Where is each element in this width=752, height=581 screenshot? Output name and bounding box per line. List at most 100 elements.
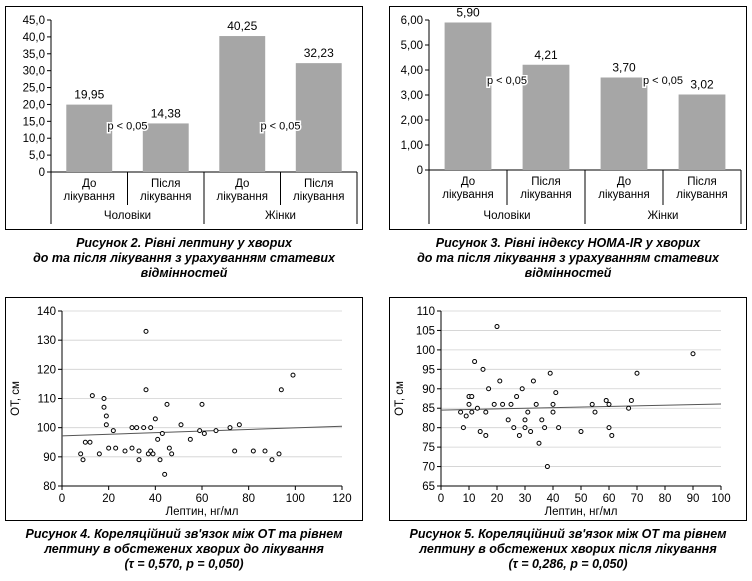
- y-tick-label: 35,0: [23, 49, 45, 61]
- data-point: [603, 397, 609, 403]
- y-tick-label: 3,00: [401, 90, 423, 102]
- group-label: Чоловіки: [104, 210, 151, 222]
- data-point: [626, 405, 632, 411]
- y-tick-label: 105: [416, 325, 435, 337]
- data-point: [276, 451, 282, 457]
- leptin-bar-chart: 0 5,0 10,0 15,0 20,0 25,0 30,0 35,0 40,0 45,0 19,9…: [5, 6, 363, 230]
- figure-4-caption: Рисунок 4. Кореляційний зв'язок між ОТ т…: [5, 527, 363, 572]
- y-tick-label: 45,0: [23, 15, 45, 27]
- group-label: Жінки: [265, 210, 296, 222]
- data-point: [129, 425, 135, 431]
- category-label: До: [461, 176, 475, 188]
- data-point: [494, 324, 500, 330]
- data-point: [472, 359, 478, 365]
- scatter-after-treatment: 65 70 75 80 85 90 95 100 105 110 0 10 20 30 40 50 60 70 80…: [389, 297, 747, 521]
- data-point: [113, 445, 119, 451]
- data-point: [474, 405, 480, 411]
- category-label: лікування: [598, 189, 649, 201]
- data-point: [89, 393, 95, 399]
- p-value-annotation: p < 0,05: [643, 75, 683, 87]
- data-point: [269, 457, 275, 463]
- data-point: [166, 445, 172, 451]
- data-point: [500, 401, 506, 407]
- data-point: [157, 457, 163, 463]
- scatter-before-treatment: 80 90 100 110 120 130 140 0 20 40 60 80 100 120 Лептин…: [5, 297, 363, 521]
- y-tick-label: 90: [43, 452, 56, 464]
- data-point: [477, 429, 483, 435]
- data-point: [197, 428, 203, 434]
- bar-value-label: 32,23: [304, 46, 334, 60]
- y-tick-label: 80: [422, 423, 435, 435]
- p-value-annotation: p < 0,05: [260, 120, 300, 132]
- x-tick-label: 20: [102, 493, 115, 505]
- bar: [600, 77, 648, 170]
- data-point: [480, 366, 486, 372]
- bar: [522, 64, 570, 170]
- p-value-annotation: p < 0,05: [487, 75, 527, 87]
- data-point: [201, 431, 207, 436]
- bar-value-label: 40,25: [227, 19, 257, 33]
- caption-line: Рисунок 5. Кореляційний зв'язок між ОТ т…: [409, 527, 727, 541]
- y-tick-label: 10,0: [23, 133, 45, 145]
- y-tick-label: 140: [37, 306, 56, 318]
- x-tick-label: 20: [491, 493, 504, 505]
- data-point: [199, 401, 205, 407]
- category-label: До: [617, 176, 631, 188]
- data-point: [511, 425, 517, 431]
- y-tick-label: 30,0: [23, 66, 45, 78]
- data-point: [458, 409, 464, 415]
- y-tick-label: 1,00: [401, 140, 423, 152]
- y-tick-label: 15,0: [23, 116, 45, 128]
- data-point: [150, 451, 156, 457]
- data-point: [101, 396, 107, 401]
- data-point: [528, 429, 534, 435]
- caption-line: відмінностей: [140, 266, 228, 280]
- caption-line: лептину в обстежених хворих до лікування: [44, 542, 324, 556]
- bar-value-label: 14,38: [151, 106, 181, 120]
- caption-line: відмінностей: [524, 266, 612, 280]
- data-point: [463, 413, 469, 419]
- x-axis-label: Лептин, нг/мл: [166, 506, 239, 518]
- chart-frame: [389, 297, 747, 521]
- bar: [678, 94, 726, 170]
- data-point: [159, 431, 165, 436]
- data-point: [148, 425, 154, 431]
- y-tick-label: 85: [422, 403, 435, 415]
- data-point: [141, 425, 147, 431]
- bar-value-label: 19,95: [74, 88, 104, 102]
- y-tick-label: 25,0: [23, 83, 45, 95]
- data-point: [539, 417, 545, 423]
- y-tick-label: 65: [422, 481, 435, 493]
- y-tick-label: 0: [39, 167, 45, 179]
- y-tick-label: 90: [422, 384, 435, 396]
- category-label: лікування: [293, 191, 344, 203]
- x-tick-label: 0: [59, 493, 65, 505]
- chart-frame: [5, 6, 363, 230]
- figure-3-caption: Рисунок 3. Рівні індексу HOMA-IR у хвори…: [389, 236, 747, 281]
- data-point: [129, 445, 135, 451]
- x-tick-label: 60: [196, 493, 209, 505]
- category-label: лікування: [64, 191, 115, 203]
- x-tick-label: 40: [149, 493, 162, 505]
- data-point: [162, 471, 168, 477]
- data-point: [550, 409, 556, 415]
- x-tick-label: 0: [438, 493, 444, 505]
- data-point: [290, 372, 296, 378]
- y-tick-label: 75: [422, 442, 435, 454]
- data-point: [164, 401, 170, 407]
- data-point: [508, 401, 514, 407]
- category-label: Після: [531, 176, 561, 188]
- data-point: [533, 401, 539, 407]
- bar-value-label: 3,70: [612, 61, 636, 75]
- data-point: [556, 425, 562, 431]
- chart-frame: [389, 6, 747, 230]
- data-point: [262, 448, 268, 454]
- bar: [219, 36, 266, 172]
- y-tick-label: 110: [38, 394, 56, 406]
- y-tick-label: 20,0: [23, 99, 45, 111]
- y-tick-label: 130: [37, 335, 56, 347]
- data-point: [236, 422, 242, 428]
- figure-2: 0 5,0 10,0 15,0 20,0 25,0 30,0 35,0 40,0 45,0 19,9…: [5, 6, 363, 230]
- y-tick-label: 100: [37, 423, 56, 435]
- data-point: [143, 387, 149, 393]
